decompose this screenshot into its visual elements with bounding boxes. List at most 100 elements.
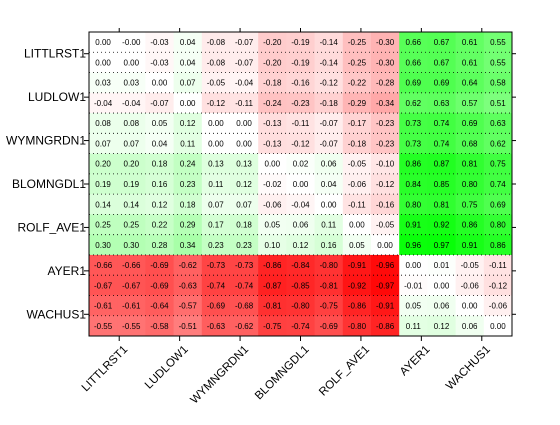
cell-value: -0.18 [263,79,282,88]
cell-value: 0.16 [152,180,168,189]
cell-value: -0.22 [348,79,367,88]
heatmap-cell [342,32,372,53]
cell-value: 0.30 [124,241,140,250]
heatmap-cell [117,32,146,53]
heatmap-cell [427,92,456,114]
cell-value: -0.74 [207,281,226,290]
heatmap-cell [342,113,372,134]
heatmap-cell [483,133,513,154]
cell-value: 0.12 [293,241,309,250]
cell-value: 0.30 [95,241,111,250]
heatmap-cell [89,153,118,175]
heatmap-cell [371,133,400,154]
heatmap-cell [230,295,259,317]
cell-value: 0.07 [208,200,224,209]
heatmap-cell [455,133,485,154]
heatmap-cell [286,52,315,73]
y-tick-label: WYMNGRDN1 [6,134,86,148]
cell-value: -0.12 [320,79,339,88]
heatmap-cell [230,52,259,73]
heatmap-cell [314,295,344,317]
cell-value: 0.80 [490,221,506,230]
heatmap-cell [286,295,315,317]
heatmap-cell [230,72,259,94]
heatmap-cell [371,254,400,276]
heatmap-cell [117,92,146,114]
heatmap-cell [286,234,315,256]
cell-value: -0.05 [207,79,226,88]
cell-value: -0.06 [263,200,282,209]
heatmap-cell [145,254,174,276]
heatmap-cell [258,194,287,215]
cell-value: 0.69 [406,79,422,88]
heatmap-cell [455,113,485,134]
cell-value: -0.80 [320,261,339,270]
y-tick-label: AYER1 [48,264,87,278]
cell-value: 0.05 [265,221,281,230]
cell-value: -0.85 [291,281,310,290]
cell-value: -0.75 [320,302,339,311]
heatmap-cell [286,194,315,215]
heatmap-cell [314,315,344,337]
heatmap-cell [342,295,372,317]
cell-value: -0.69 [207,302,226,311]
heatmap-cell [89,275,118,296]
heatmap-cell [89,214,118,236]
heatmap-cell [201,113,231,134]
cell-value: 0.05 [349,241,365,250]
cell-value: 0.04 [180,58,196,67]
heatmap-cell [89,92,118,114]
heatmap-cell [173,113,203,134]
cell-value: -0.00 [122,38,141,47]
cell-value: -0.05 [376,221,395,230]
x-tick-label: LUDLOW1 [143,344,191,392]
heatmap-cell [117,153,146,175]
cell-value: 0.84 [406,180,422,189]
cell-value: 0.00 [208,119,224,128]
heatmap-cell [117,214,146,236]
heatmap-cell [117,254,146,276]
heatmap-cell [173,133,203,154]
cell-value: -0.57 [179,302,198,311]
heatmap-cell [230,153,259,175]
cell-value: 0.08 [95,119,111,128]
cell-value: 0.14 [124,200,140,209]
cell-value: 0.91 [462,241,478,250]
cell-value: 0.86 [462,221,478,230]
y-tick-label: WACHUS1 [26,307,86,321]
cell-value: 0.00 [293,180,309,189]
cell-value: -0.04 [291,200,310,209]
heatmap-cell [258,315,287,337]
heatmap-cell [483,315,513,337]
cell-value: -0.06 [461,281,480,290]
cell-value: 0.97 [434,241,450,250]
heatmap-cell [427,194,456,215]
cell-value: -0.12 [489,281,508,290]
cell-value: 0.05 [152,119,168,128]
cell-value: -0.30 [376,38,395,47]
x-tick-label: ROLF_AVE1 [317,344,372,399]
cell-value: 0.69 [434,79,450,88]
heatmap-cell [427,153,456,175]
heatmap-cell [455,153,485,175]
cell-value: -0.13 [263,119,282,128]
heatmap-cell [230,133,259,154]
heatmap-cell [342,194,372,215]
cell-value: -0.23 [291,99,310,108]
cell-value: 0.00 [490,322,506,331]
heatmap-cell [314,32,344,53]
heatmap-cell [314,275,344,296]
heatmap-cell [89,315,118,337]
heatmap-cell [455,214,485,236]
cell-value: -0.18 [320,99,339,108]
cell-value: 0.00 [180,99,196,108]
heatmap-cell [483,194,513,215]
cell-value: -0.12 [376,180,395,189]
y-tick-labels: LITTLRST1 LUDLOW1 WYMNGRDN1 BLOMNGDL1 ROLF_A… [6,47,86,322]
cell-value: -0.67 [122,281,141,290]
heatmap-cell [89,254,118,276]
heatmap-cell [145,92,174,114]
cell-value: 0.00 [377,241,393,250]
cell-value: 0.00 [462,302,478,311]
cell-value: 0.10 [265,241,281,250]
